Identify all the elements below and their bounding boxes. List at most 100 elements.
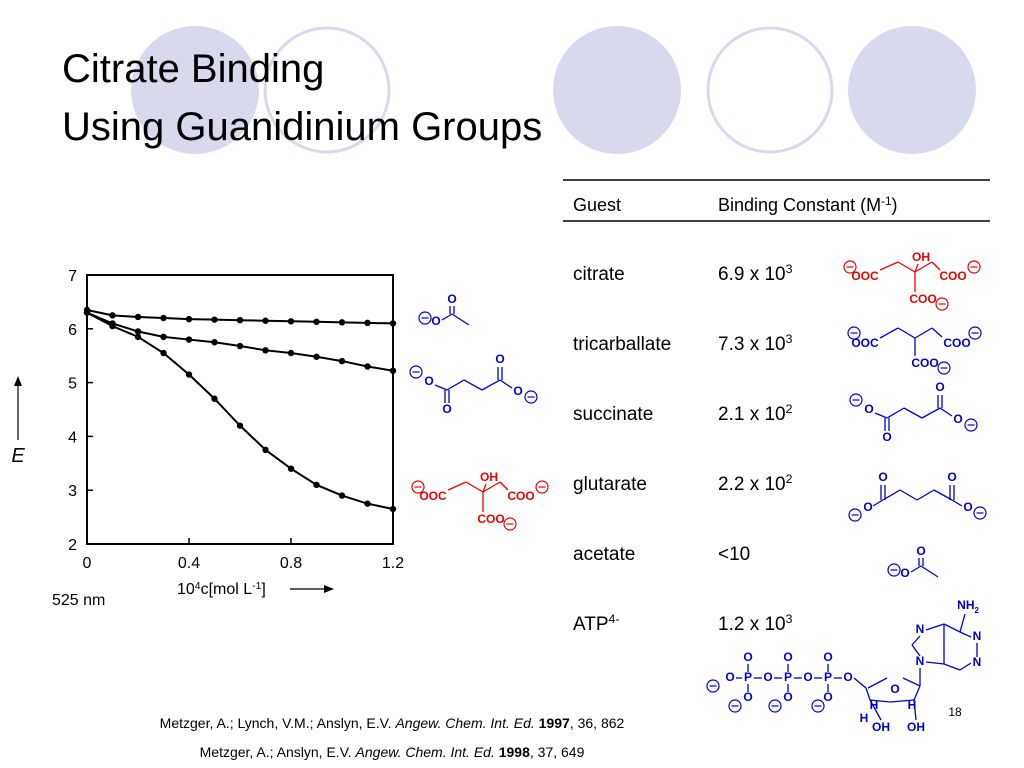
bond xyxy=(931,261,941,271)
bond xyxy=(897,261,916,273)
data-point xyxy=(109,322,116,330)
data-point xyxy=(262,317,269,324)
atom-label: O xyxy=(442,402,451,416)
y-tick-label: 3 xyxy=(68,483,77,500)
reference-journal: Angew. Chem. Int. Ed. xyxy=(355,744,495,760)
bond xyxy=(447,481,467,491)
atom-label: H xyxy=(870,698,879,712)
reference-authors: Metzger, A.; Anslyn, E.V. xyxy=(200,744,356,760)
bond xyxy=(499,379,513,389)
bond xyxy=(897,327,916,339)
column-header: Guest xyxy=(573,195,621,215)
y-tick-label: 7 xyxy=(68,268,77,285)
y-tick-label: 6 xyxy=(68,322,77,339)
bond xyxy=(481,379,501,391)
bond xyxy=(869,699,891,703)
atom-label: O xyxy=(803,670,812,684)
table-cell: glutarate xyxy=(573,474,647,495)
atom-label: OOC xyxy=(851,336,879,350)
bond xyxy=(872,499,884,507)
data-point xyxy=(389,505,397,513)
decoration xyxy=(131,26,976,154)
bond xyxy=(910,565,922,573)
atom-label: COO xyxy=(477,512,504,526)
atom-label: N xyxy=(916,622,925,636)
slide-number: 18 xyxy=(948,705,962,719)
bond xyxy=(959,631,972,638)
y-axis-label: E xyxy=(11,445,25,467)
bond xyxy=(913,685,921,701)
bond xyxy=(882,489,901,501)
data-point xyxy=(160,314,167,322)
atom-label: P xyxy=(784,670,792,684)
atom-label: COO xyxy=(939,269,966,283)
atom-label: H xyxy=(908,698,917,712)
title-line: Using Guanidinium Groups xyxy=(62,105,542,149)
atom-label: OH xyxy=(912,250,930,264)
bond xyxy=(911,635,921,646)
text-part: 10 xyxy=(177,581,195,598)
atom-label: OH xyxy=(480,470,498,484)
reference: Metzger, A.; Lynch, V.M.; Anslyn, E.V. A… xyxy=(160,715,625,731)
data-point xyxy=(236,316,244,324)
bond xyxy=(889,699,915,703)
text-part: c[mol L xyxy=(201,581,253,598)
y-tick-label: 5 xyxy=(68,376,77,393)
data-point xyxy=(185,336,193,343)
data-point xyxy=(389,320,397,327)
table-cell: tricarballate xyxy=(573,334,671,355)
bond xyxy=(959,662,972,671)
superscript: 3 xyxy=(786,612,793,626)
x-tick-label: 0.8 xyxy=(280,555,302,572)
data-point xyxy=(287,465,295,472)
table-cell: 1.2 x 103 xyxy=(718,612,793,635)
bond xyxy=(914,327,933,339)
superscript: 2 xyxy=(786,402,793,416)
bond xyxy=(879,261,899,271)
atom-label: O xyxy=(743,690,752,704)
text-part: 6.9 x 10 xyxy=(718,264,786,285)
bond xyxy=(446,379,465,391)
text-part: 7.3 x 10 xyxy=(718,334,786,355)
atom-label: O xyxy=(495,352,504,366)
bond xyxy=(853,677,867,689)
x-tick-label: 1.2 xyxy=(382,555,404,572)
atom-label: O xyxy=(882,430,891,444)
atom-label: O xyxy=(431,314,440,328)
atom-label: O xyxy=(447,292,456,306)
bond xyxy=(903,407,923,419)
data-point xyxy=(211,339,218,346)
atom-label: H xyxy=(860,711,869,725)
data-point xyxy=(338,357,346,365)
atom-label: O xyxy=(935,380,944,394)
bond xyxy=(943,623,961,633)
superscript: 2 xyxy=(786,472,793,486)
superscript: 3 xyxy=(786,262,793,276)
data-point xyxy=(83,309,91,316)
data-point xyxy=(109,312,116,319)
table-cell: 2.2 x 102 xyxy=(718,472,793,495)
atom-label: COO xyxy=(909,292,936,306)
atom-label: O xyxy=(953,412,962,426)
bond xyxy=(951,499,963,507)
data-point xyxy=(313,318,320,326)
atom-label: O xyxy=(783,690,792,704)
data-point xyxy=(389,367,397,374)
atom-label: O xyxy=(863,500,872,514)
bond xyxy=(886,407,905,419)
atom-label: O xyxy=(843,670,852,684)
reference-journal: Angew. Chem. Int. Ed. xyxy=(394,715,534,731)
title-line: Citrate Binding xyxy=(62,47,324,91)
bond xyxy=(943,663,961,671)
atom-label: O xyxy=(878,470,887,484)
atom-label: O xyxy=(513,384,522,398)
bond xyxy=(913,699,917,721)
atom-label: O xyxy=(916,544,925,558)
axis-arrow xyxy=(324,585,334,593)
bond xyxy=(959,613,966,633)
axis-arrow xyxy=(14,376,22,386)
atom-label: N xyxy=(973,655,982,669)
superscript: 3 xyxy=(786,332,793,346)
atom-label: O xyxy=(900,566,909,580)
